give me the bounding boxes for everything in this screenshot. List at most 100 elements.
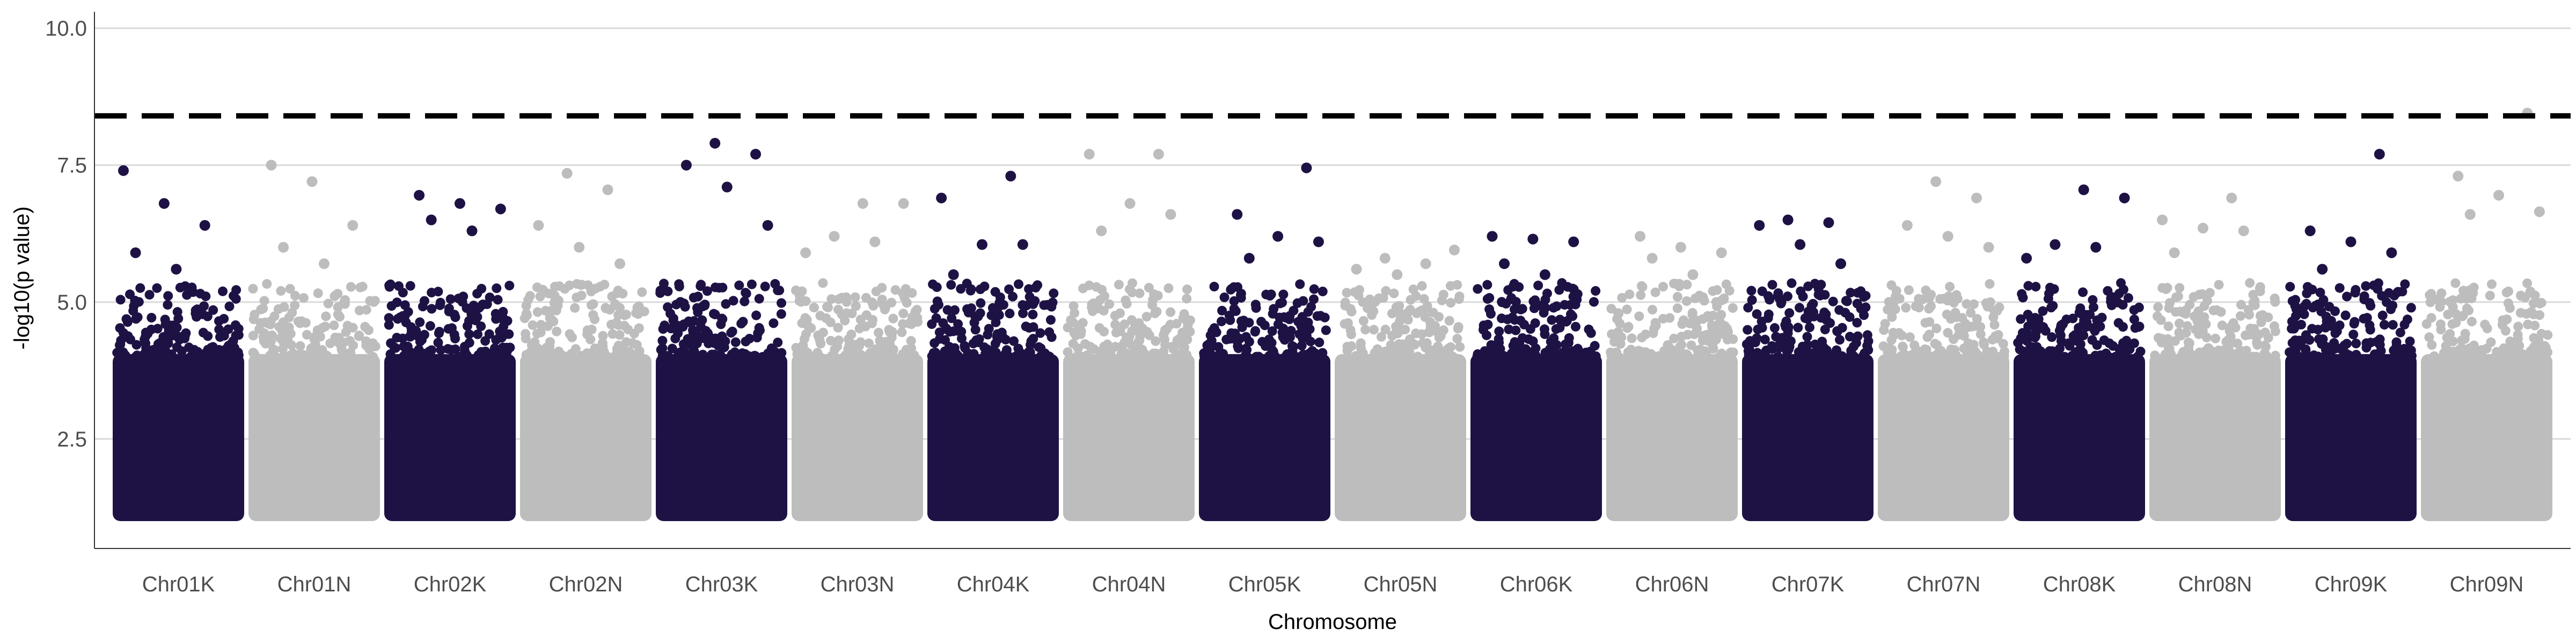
x-tick-label: Chr04N — [1092, 573, 1166, 596]
data-point — [2482, 324, 2492, 334]
data-point — [138, 350, 148, 361]
data-point — [402, 343, 412, 354]
data-point — [1391, 302, 1401, 312]
data-point — [1404, 351, 1415, 361]
data-point — [1551, 324, 1561, 334]
data-point — [1613, 327, 1623, 337]
data-point — [1257, 336, 1268, 347]
data-point — [1139, 348, 1150, 358]
data-point — [734, 280, 744, 290]
data-point — [1063, 347, 1073, 357]
data-point — [279, 337, 289, 347]
data-point — [1151, 336, 1161, 346]
data-point — [187, 282, 197, 292]
data-point — [1236, 316, 1247, 326]
data-point — [330, 291, 340, 301]
data-point — [1309, 284, 1319, 294]
top-point — [977, 239, 987, 250]
data-point — [1554, 285, 1564, 295]
data-point — [1314, 338, 1324, 348]
data-point — [1861, 302, 1871, 312]
top-point — [2050, 239, 2061, 250]
data-point — [2074, 308, 2084, 318]
data-point — [1763, 313, 1773, 323]
data-point — [2435, 319, 2446, 330]
data-point — [2377, 291, 2387, 301]
data-point — [1899, 349, 1909, 359]
data-point — [1846, 288, 1856, 298]
data-point — [777, 348, 787, 358]
data-point — [550, 291, 560, 301]
data-point — [1975, 322, 1986, 332]
top-point — [1754, 219, 1765, 231]
top-point — [750, 149, 762, 160]
data-point — [1890, 304, 1900, 314]
x-tick-label: Chr01K — [142, 573, 215, 596]
data-point — [1205, 348, 1215, 358]
data-point — [1765, 295, 1775, 305]
x-tick-label: Chr05K — [1228, 573, 1301, 596]
data-point — [613, 286, 623, 296]
data-point — [1744, 343, 1754, 354]
data-point — [1757, 286, 1767, 296]
data-point — [133, 312, 143, 323]
top-point — [1420, 258, 1431, 269]
data-point — [262, 279, 272, 289]
data-point — [1251, 303, 1261, 313]
data-point — [2373, 278, 2383, 288]
data-point — [1591, 286, 1601, 296]
data-point — [2049, 284, 2059, 294]
top-point — [1351, 264, 1362, 275]
data-point — [1516, 304, 1526, 314]
data-point — [702, 286, 712, 296]
data-point — [1035, 328, 1045, 338]
top-point — [171, 264, 182, 275]
data-point — [590, 343, 600, 353]
data-point — [2316, 306, 2326, 317]
data-point — [1547, 315, 1557, 325]
data-point — [1004, 284, 1014, 295]
data-point — [2015, 345, 2025, 355]
data-point — [1793, 323, 1803, 333]
data-point — [1539, 324, 1549, 334]
data-point — [2048, 301, 2058, 311]
data-point — [444, 306, 454, 317]
top-point — [1301, 162, 1312, 173]
data-point — [1833, 350, 1843, 361]
data-point — [2201, 332, 2212, 342]
data-point — [2339, 340, 2350, 350]
top-point — [1687, 269, 1699, 280]
data-point — [854, 341, 865, 351]
data-point — [532, 307, 543, 317]
data-point — [1658, 313, 1668, 324]
data-point — [1709, 324, 1719, 334]
data-point — [1018, 300, 1028, 310]
data-point — [229, 291, 239, 301]
data-point — [1166, 307, 1176, 317]
point-cloud-Chr07K — [1742, 354, 1874, 521]
data-point — [2301, 330, 2311, 340]
data-point — [1863, 336, 1874, 346]
data-point — [2217, 320, 2227, 331]
data-point — [2372, 336, 2382, 347]
data-point — [1008, 336, 1019, 346]
data-point — [1229, 304, 1239, 314]
data-point — [1952, 294, 1963, 304]
data-point — [2197, 289, 2207, 299]
data-point — [744, 333, 755, 343]
data-point — [2509, 347, 2520, 357]
data-point — [1428, 308, 1438, 318]
data-point — [1446, 298, 1456, 308]
data-point — [175, 282, 185, 292]
data-point — [2135, 346, 2146, 356]
data-point — [2023, 281, 2033, 291]
data-point — [1172, 335, 1182, 346]
data-point — [656, 345, 666, 355]
data-point — [796, 297, 806, 307]
data-point — [2270, 326, 2280, 336]
data-point — [1510, 337, 1520, 347]
point-cloud-Chr08K — [2014, 354, 2145, 521]
data-point — [248, 283, 258, 294]
data-point — [1785, 336, 1796, 346]
data-point — [2161, 350, 2171, 360]
